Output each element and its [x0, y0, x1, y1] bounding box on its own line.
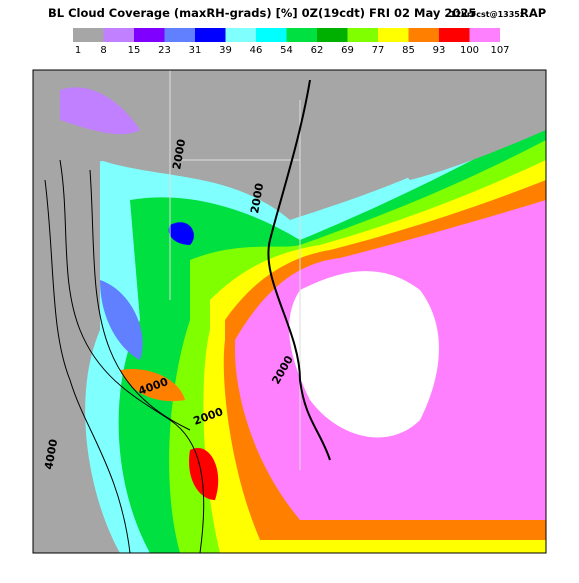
colorbar-label: 15 [128, 45, 141, 56]
colorbar-label: 39 [219, 45, 232, 56]
colorbar-swatch [225, 28, 256, 42]
colorbar-label: 85 [402, 45, 415, 56]
colorbar-label: 100 [460, 45, 479, 56]
colorbar-swatch [378, 28, 409, 42]
contour-label: 2000 [170, 138, 188, 171]
colorbar-label: 54 [280, 45, 293, 56]
map: 2000 2000 2000 2000 4000 4000 [32, 69, 547, 554]
colorbar-swatch [286, 28, 317, 42]
colorbar-swatch [195, 28, 226, 42]
colorbar-label: 31 [189, 45, 202, 56]
contour-label: 4000 [42, 438, 60, 471]
colorbar-label: 1 [75, 45, 81, 56]
colorbar-swatch [439, 28, 470, 42]
run-label: 12hrFcst@1335z [450, 10, 525, 19]
colorbar: 1 8 15 23 31 39 46 54 62 69 77 85 93 100 107 [73, 28, 510, 56]
model-label: RAP [520, 6, 546, 20]
colorbar-swatch [73, 28, 104, 42]
colorbar-label: 23 [158, 45, 171, 56]
colorbar-label: 46 [250, 45, 263, 56]
colorbar-swatch [256, 28, 287, 42]
colorbar-swatch [164, 28, 195, 42]
colorbar-swatch [469, 28, 500, 42]
colorbar-label: 62 [311, 45, 324, 56]
colorbar-swatch [408, 28, 439, 42]
colorbar-swatch [317, 28, 348, 42]
colorbar-swatch [347, 28, 378, 42]
colorbar-swatch [134, 28, 165, 42]
colorbar-swatch [103, 28, 134, 42]
colorbar-label: 77 [372, 45, 385, 56]
title: BL Cloud Coverage (maxRH-grads) [%] 0Z(1… [48, 6, 476, 20]
contour-label: 2000 [248, 182, 266, 215]
colorbar-label: 107 [490, 45, 509, 56]
colorbar-label: 8 [100, 45, 106, 56]
colorbar-label: 69 [341, 45, 354, 56]
colorbar-label: 93 [433, 45, 446, 56]
